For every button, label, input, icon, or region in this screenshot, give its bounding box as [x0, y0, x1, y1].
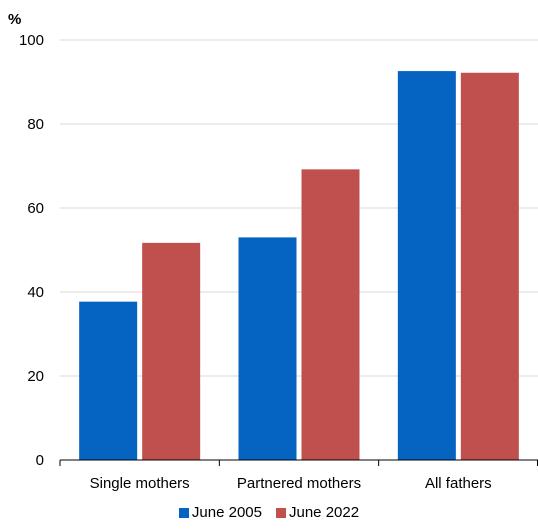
- y-unit-label: %: [8, 11, 21, 28]
- category-label: All fathers: [425, 475, 492, 492]
- category-label: Partnered mothers: [237, 475, 361, 492]
- y-tick-label: 100: [19, 32, 44, 49]
- bar: [460, 72, 519, 460]
- bar: [238, 237, 297, 460]
- legend-swatch-series-2: [276, 507, 286, 518]
- legend-label-series-1: June 2005: [191, 504, 262, 521]
- legend-swatch-series-1: [178, 507, 189, 518]
- x-axis: [59, 459, 538, 466]
- legend-item-series-2: June 2022: [276, 504, 359, 521]
- bars: [79, 71, 519, 461]
- gridlines: [60, 39, 538, 377]
- bar-chart: % 0 20 40 60 80 100 Single mothers Partnered m…: [8, 11, 538, 492]
- bar: [397, 71, 456, 460]
- y-tick-label: 80: [27, 116, 44, 133]
- legend-item-series-1: June 2005: [178, 504, 262, 521]
- y-tick-label: 40: [27, 284, 44, 301]
- legend-label-series-2: June 2022: [289, 504, 360, 521]
- y-tick-label: 0: [36, 452, 44, 469]
- bar: [142, 242, 201, 460]
- category-label: Single mothers: [90, 475, 190, 492]
- y-tick-label: 60: [27, 200, 44, 217]
- y-tick-labels: 0 20 40 60 80 100: [19, 32, 44, 469]
- bar: [79, 301, 138, 460]
- bar: [301, 169, 360, 461]
- category-labels: Single mothers Partnered mothers All fathe…: [90, 475, 492, 492]
- y-tick-label: 20: [27, 368, 44, 385]
- legend: June 2005 June 2022: [0, 504, 538, 521]
